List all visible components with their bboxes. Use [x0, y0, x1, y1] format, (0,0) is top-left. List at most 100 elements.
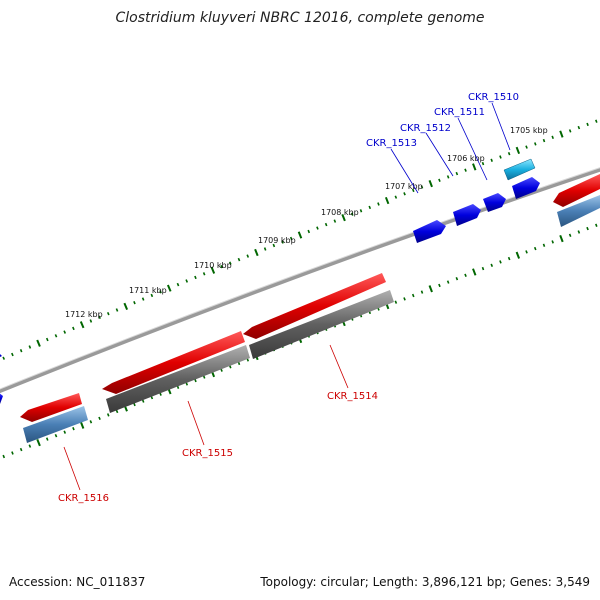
tick-mark [72, 326, 75, 331]
similarity-track [23, 195, 600, 443]
tick-mark [394, 300, 398, 304]
gene-partial-left[interactable] [0, 392, 3, 404]
tick-mark [438, 178, 441, 182]
kbp-label: 1707 kbp [385, 182, 423, 191]
tick-mark [490, 158, 493, 162]
hit-partial-right[interactable] [557, 195, 600, 227]
tick-mark [98, 315, 101, 320]
tick-mark [176, 282, 180, 287]
tick-mark [150, 293, 154, 298]
tick-mark [525, 250, 528, 254]
tick-mark [551, 135, 554, 140]
gene-label-CKR_1515[interactable]: CKR_1515 [182, 448, 233, 459]
tick-mark [499, 260, 502, 264]
hit-CKR_1516[interactable] [23, 406, 88, 443]
tick-mark [577, 230, 581, 234]
tick-mark [515, 251, 521, 259]
tick-mark [533, 246, 537, 251]
tick-mark [568, 129, 572, 133]
gene-label-CKR_1516[interactable]: CKR_1516 [58, 493, 109, 504]
genome-title: Clostridium kluyveri NBRC 12016, complet… [115, 10, 485, 26]
tick-mark [472, 268, 477, 276]
tick-mark [420, 290, 424, 294]
tick-mark [446, 280, 450, 284]
kbp-label: 1711 kbp [129, 286, 167, 295]
tick-mark [89, 420, 93, 424]
tick-mark [333, 219, 337, 223]
kbp-label: 1705 kbp [510, 126, 548, 135]
tick-mark [11, 451, 14, 455]
tick-mark [185, 279, 189, 283]
tick-mark [481, 266, 485, 271]
gene-labels: CKR_1510 CKR_1511 CKR_1512 CKR_1513 CKR_… [58, 92, 519, 504]
gene-label-CKR_1511[interactable]: CKR_1511 [434, 107, 485, 118]
tick-mark [542, 138, 546, 143]
tick-mark [141, 399, 145, 403]
tick-mark [72, 427, 75, 431]
tick-mark [534, 142, 537, 146]
tick-mark [289, 236, 293, 241]
tick-mark [568, 233, 572, 237]
tick-mark [455, 171, 459, 176]
tick-mark [377, 202, 380, 206]
tick-mark [428, 180, 433, 188]
tick-mark [403, 297, 406, 301]
tick-mark [316, 226, 319, 230]
gene-partial-left-2[interactable] [0, 352, 2, 358]
tick-mark [79, 321, 85, 329]
hit-CKR_1514[interactable] [249, 290, 394, 359]
tick-mark [159, 290, 162, 294]
tick-mark [2, 454, 6, 459]
gene-label-CKR_1514[interactable]: CKR_1514 [327, 391, 378, 402]
gene-label-CKR_1513[interactable]: CKR_1513 [366, 138, 417, 149]
tick-mark [350, 212, 354, 216]
tick-mark [411, 293, 415, 298]
tick-mark [2, 356, 6, 360]
gene-CKR_1513[interactable] [453, 204, 481, 226]
tick-mark [28, 345, 32, 349]
gene-CKR_1515[interactable] [102, 331, 245, 394]
tick-mark [438, 283, 441, 288]
gene-CKR_1514[interactable] [243, 273, 386, 339]
tick-mark [202, 272, 206, 276]
tick-mark [359, 209, 363, 213]
tick-mark [551, 240, 554, 244]
tick-mark [36, 439, 41, 447]
tick-mark [420, 185, 424, 189]
tick-mark [507, 152, 511, 156]
kbp-labels: 1705 kbp 1706 kbp 1707 kbp 1708 kbp 1709… [65, 126, 548, 319]
tick-mark [254, 248, 259, 257]
gene-CKR_1516[interactable] [20, 393, 82, 422]
gene-label-CKR_1510[interactable]: CKR_1510 [468, 92, 519, 103]
kbp-label: 1706 kbp [447, 154, 485, 163]
gene-CKR_1509[interactable] [413, 220, 446, 243]
tick-mark [28, 444, 32, 448]
kbp-label: 1710 kbp [194, 261, 232, 270]
tick-mark [98, 416, 101, 421]
tick-mark [63, 330, 67, 334]
gene-label-CKR_1512[interactable]: CKR_1512 [400, 123, 451, 134]
kbp-label: 1712 kbp [65, 310, 103, 319]
accession-text: Accession: NC_011837 [9, 575, 146, 589]
gene-CKR_1512[interactable] [483, 193, 506, 212]
tick-mark [115, 409, 119, 414]
tick-mark [490, 263, 494, 267]
tick-mark [411, 188, 415, 193]
tick-mark [11, 352, 14, 357]
gene-partial-right[interactable] [553, 174, 600, 207]
tick-mark [559, 234, 564, 243]
tick-mark [559, 130, 564, 138]
hit-CKR_1515[interactable] [106, 345, 250, 413]
gene-callouts [63, 102, 511, 491]
genome-backbone [0, 167, 600, 394]
inner-tick-ring [2, 223, 598, 459]
kbp-label: 1709 kbp [258, 236, 296, 245]
tick-mark [499, 155, 502, 159]
tick-mark [428, 285, 433, 293]
tick-mark [237, 361, 241, 366]
gene-CKR_1511[interactable] [512, 177, 540, 199]
gene-CKR_1510[interactable] [503, 158, 536, 181]
tick-mark [141, 297, 145, 301]
forward-genes [0, 158, 540, 404]
